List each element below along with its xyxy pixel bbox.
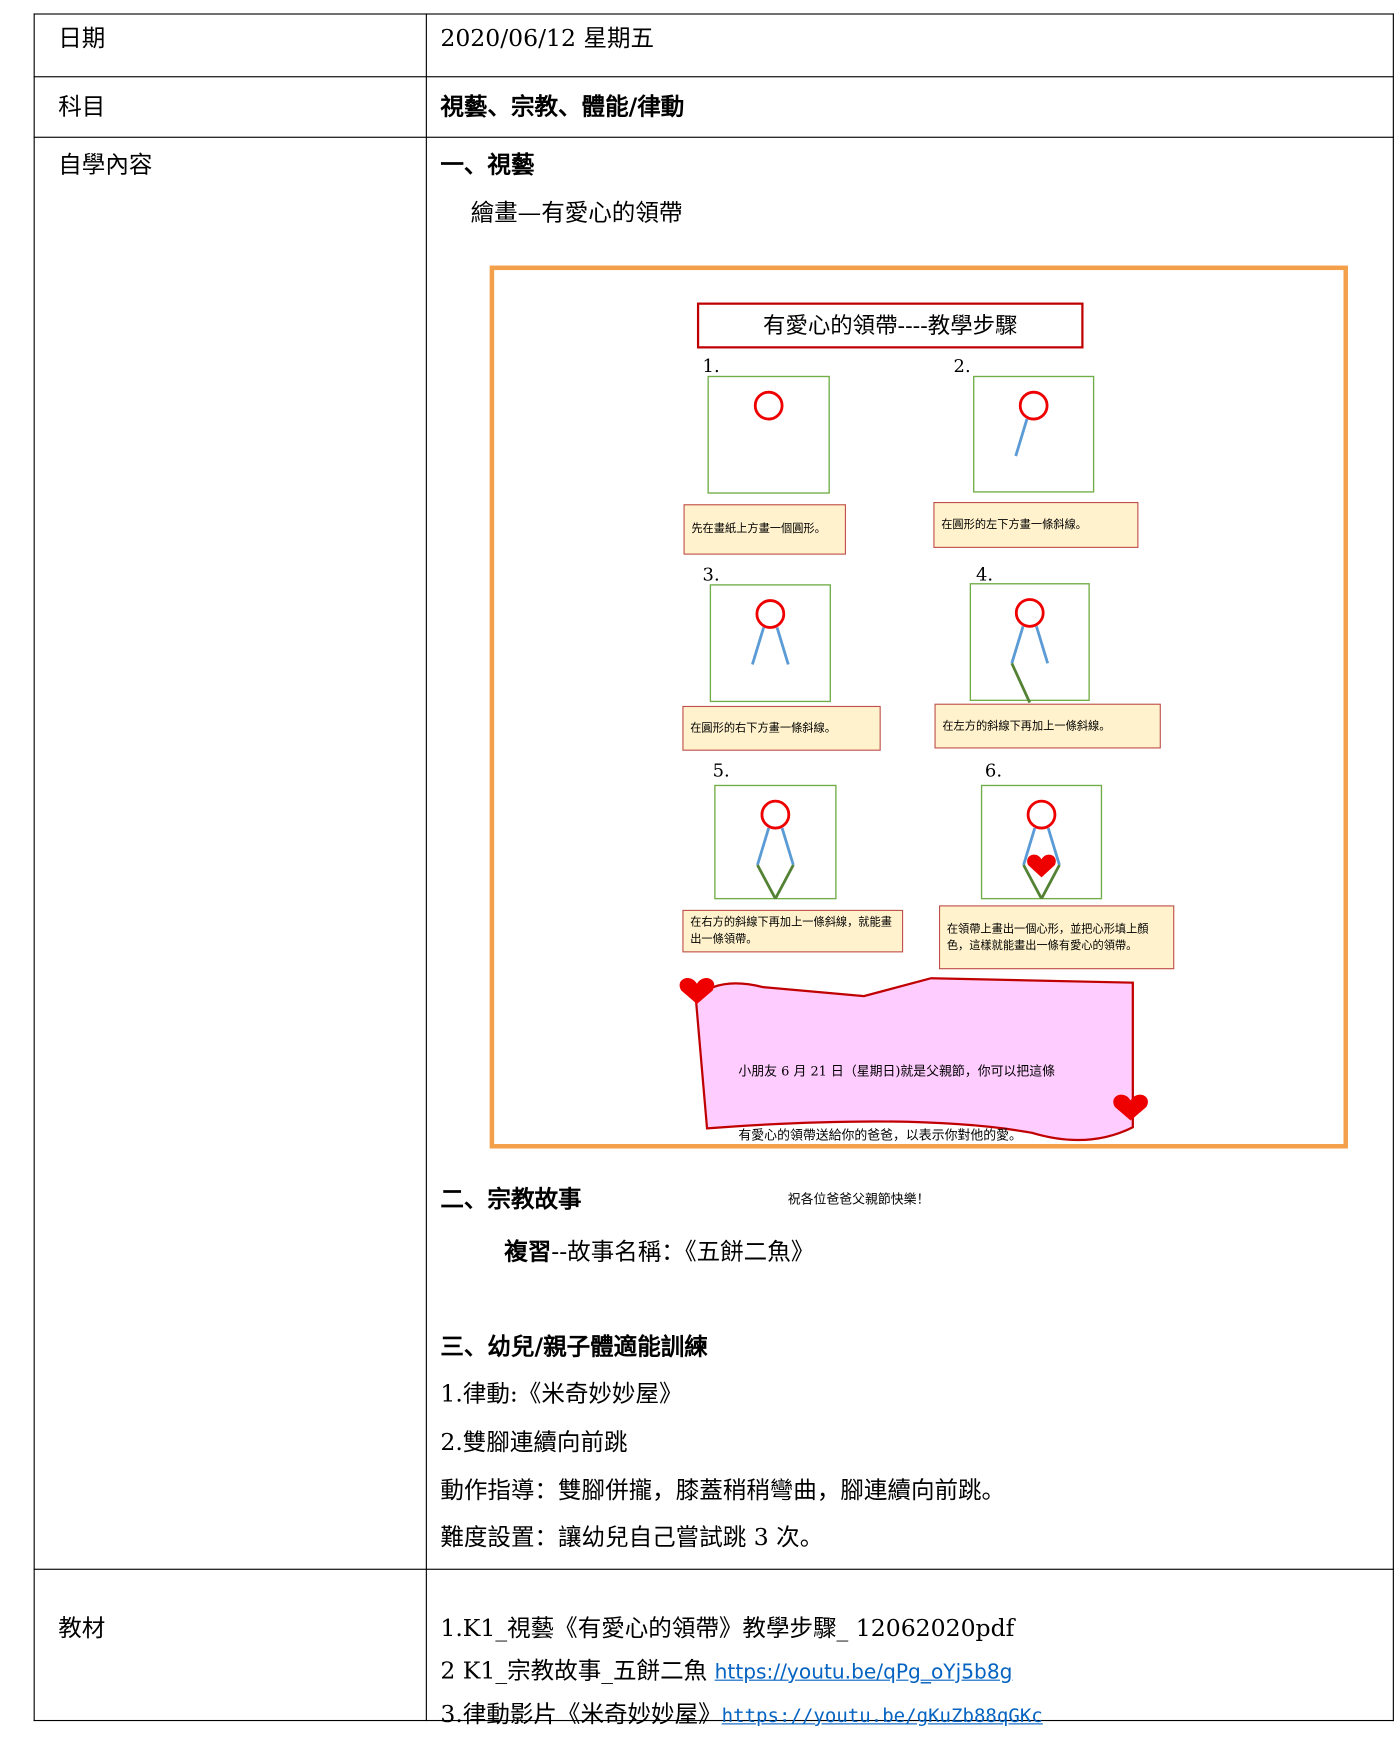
text: 3.律動影片《米奇妙妙屋》 (440, 1700, 722, 1728)
section-line: 複習--故事名稱：《五餅二魚》 (504, 1236, 814, 1267)
banner (694, 977, 1134, 1142)
banner-line: 祝各位爸爸父親節快樂！ (787, 1191, 930, 1207)
title-box (696, 302, 1084, 349)
step-number: 6. (984, 759, 1003, 781)
link[interactable]: https://youtu.be/qPg_oYj5b8g (714, 1660, 1013, 1685)
heart-icon (1113, 1094, 1148, 1121)
step-caption: 先在畫紙上方畫一個圓形。 (683, 504, 846, 555)
emphasis: 複習 (504, 1237, 552, 1266)
tie-knot (1014, 598, 1045, 628)
section-line: 1.律動:《米奇妙妙屋》 (440, 1380, 683, 1408)
material-item: 1.K1_視藝《有愛心的領帶》教學步驟_ 12062020pdf (440, 1614, 1015, 1642)
table-border (33, 1568, 1394, 1570)
figure-title: 有愛心的領帶----教學步驟 (763, 311, 1018, 339)
heart (1027, 854, 1056, 878)
step-caption: 在圓形的左下方畫一條斜線。 (933, 501, 1139, 548)
step-number: 5. (712, 759, 730, 781)
material-item: 2 K1_宗教故事_五餅二魚 https://youtu.be/qPg_oYj5… (440, 1655, 1012, 1689)
section-line: 難度設置：讓幼兒自己嘗試跳 3 次。 (440, 1523, 824, 1551)
step-caption: 在右方的斜線下再加上一條斜線，就能畫出一條領帶。 (682, 909, 904, 953)
table-border (425, 13, 427, 1722)
table-border (1392, 13, 1394, 1722)
tie-line (780, 827, 795, 866)
row-label: 科目 (58, 93, 106, 120)
tie-line (1010, 625, 1025, 664)
section-heading: 二、宗教故事 (440, 1184, 582, 1213)
tie-line (1046, 827, 1061, 866)
tie-knot (755, 599, 786, 629)
table-border (33, 13, 1394, 15)
tie-line (1014, 418, 1029, 457)
tie-line (1035, 625, 1050, 664)
tie-knot (1018, 390, 1049, 421)
table-border (33, 1719, 1394, 1722)
material-item: 3.律動影片《米奇妙妙屋》https://youtu.be/gKuZb88qGK… (440, 1699, 1042, 1733)
tie-knot (760, 799, 791, 830)
step-caption: 在領帶上畫出一個心形，並把心形填上顏色，這樣就能畫出一條有愛心的領帶。 (938, 905, 1175, 970)
row-label: 日期 (58, 24, 106, 52)
tie-line (1022, 864, 1043, 900)
step-number: 2. (953, 355, 971, 377)
tie-knot (1026, 799, 1057, 830)
tie-line (751, 627, 765, 665)
table-border (33, 136, 1394, 138)
row-label: 自學內容 (58, 151, 153, 179)
tie-line (756, 827, 771, 866)
section-heading: 一、視藝 (440, 150, 535, 179)
tie-line (775, 627, 790, 665)
banner-line: 小朋友 6 月 21 日（星期日)就是父親節，你可以把這條 (738, 1063, 1056, 1080)
figure: 有愛心的領帶----教學步驟 小朋友 6 月 21 日（星期日)就是父親節，你可… (489, 265, 1348, 1207)
section-heading: 三、幼兒/親子體適能訓練 (440, 1332, 708, 1361)
step-frame (707, 375, 830, 494)
step-caption: 在圓形的右下方畫一條斜線。 (682, 705, 881, 751)
table-border (33, 76, 1394, 78)
section-line: 動作指導：雙腳併攏，膝蓋稍稍彎曲，腳連續向前跳。 (440, 1476, 1006, 1504)
link[interactable]: https://youtu.be/gKuZb88qGKc (721, 1705, 1043, 1728)
step-caption: 在左方的斜線下再加上一條斜線。 (934, 703, 1161, 749)
tie-line (1022, 827, 1037, 866)
step-number: 1. (702, 355, 720, 377)
step-number: 3. (702, 563, 720, 585)
text: 2 K1_宗教故事_五餅二魚 (440, 1657, 708, 1685)
subjects: 視藝、宗教、體能/律動 (440, 91, 685, 120)
table-border (33, 13, 35, 1722)
banner-line: 有愛心的領帶送給你的爸爸，以表示你對他的愛。 (738, 1127, 1022, 1143)
section-line: 2.雙腳連續向前跳 (440, 1428, 628, 1456)
figure-drawing (679, 302, 1148, 1142)
date: 2020/06/12 星期五 (440, 24, 655, 52)
tie-line (756, 864, 777, 900)
text: --故事名稱：《五餅二魚》 (551, 1238, 815, 1266)
banner-text: 小朋友 6 月 21 日（星期日)就是父親節，你可以把這條 有愛心的領帶送給你的… (738, 1019, 1055, 1253)
section-subtitle: 繪畫—有愛心的領帶 (470, 199, 683, 227)
tie-line (1040, 864, 1061, 900)
step-number: 4. (975, 563, 994, 585)
tie-line (1010, 662, 1032, 704)
tie-knot (753, 390, 784, 421)
heart-icon (679, 978, 715, 1004)
tie-line (774, 864, 795, 900)
row-label: 教材 (58, 1614, 106, 1642)
